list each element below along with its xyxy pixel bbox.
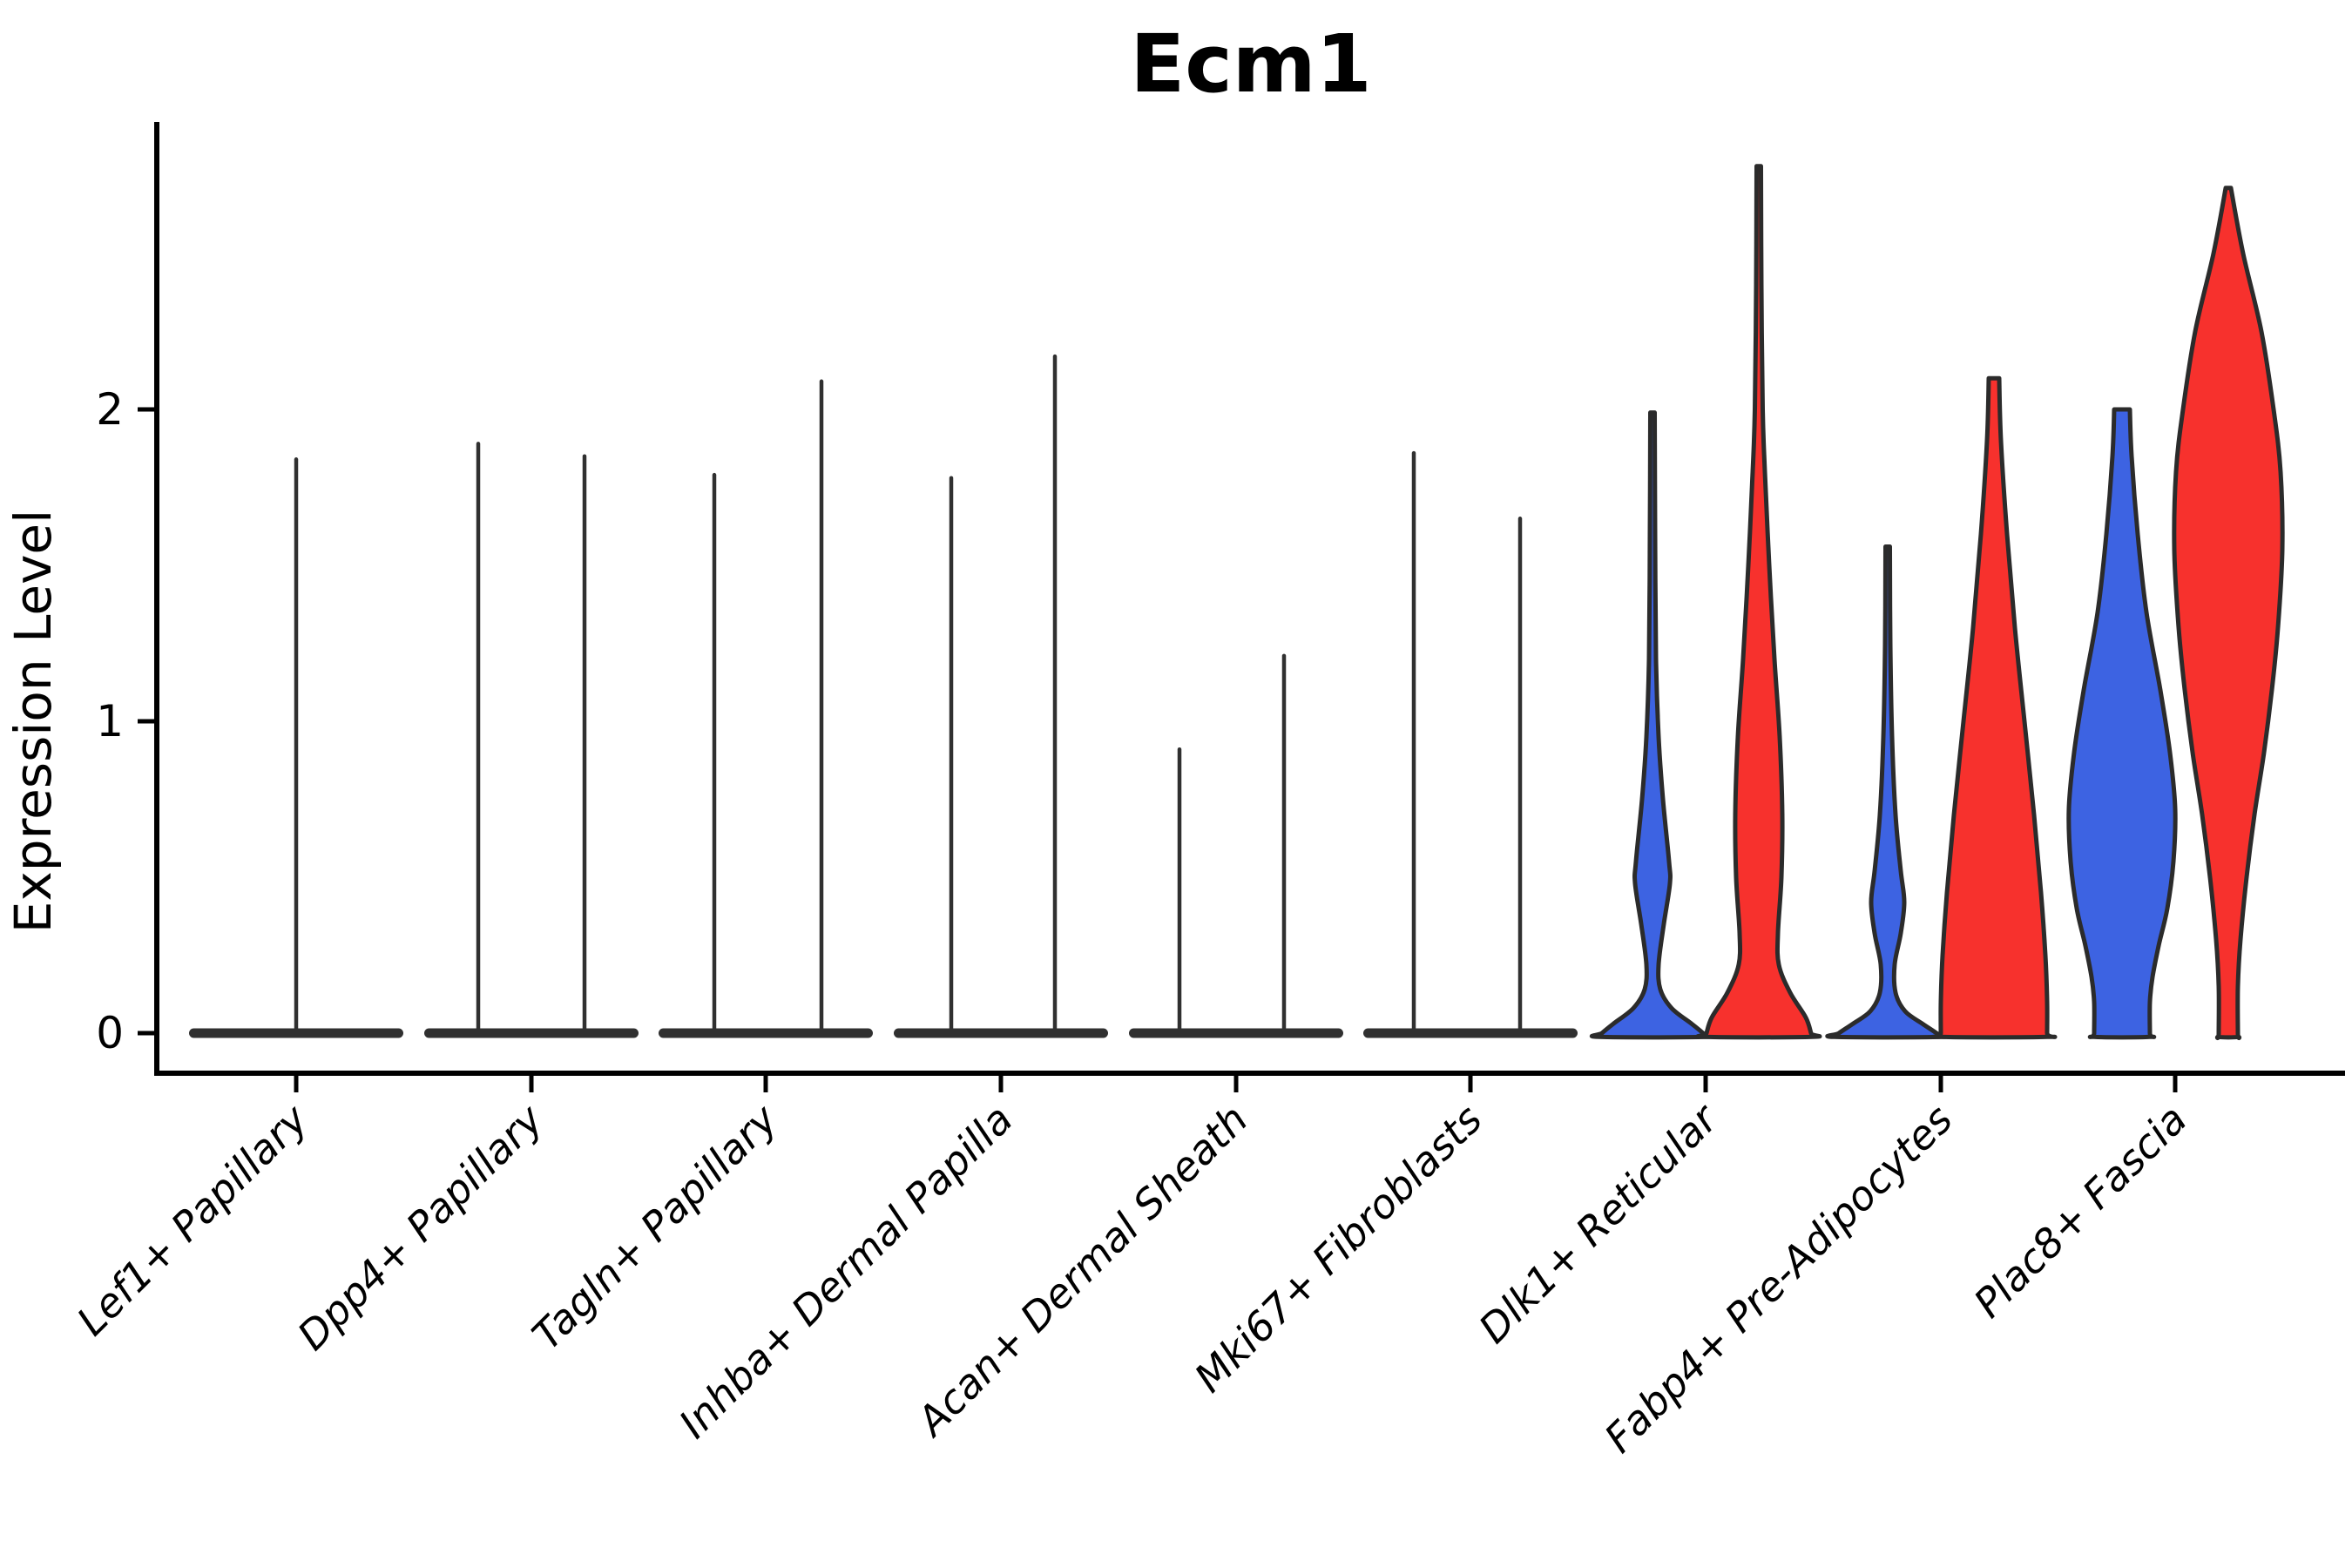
x-axis-category-label: Plac8+ Fascia <box>1964 1096 2195 1327</box>
violin-body-blue <box>1825 544 1950 1040</box>
collapsed-violin-baseline <box>189 1028 403 1038</box>
violin-body-blue <box>2066 407 2178 1040</box>
collapsed-violin-baseline <box>894 1028 1108 1038</box>
x-axis-category-label: Lef1+ Papillary <box>68 1095 317 1344</box>
violin-body-red <box>1695 164 1822 1040</box>
violin-body-red <box>1930 375 2058 1040</box>
collapsed-violin-baseline <box>1129 1028 1343 1038</box>
y-axis-title: Expression Level <box>3 510 63 933</box>
collapsed-violin-baseline <box>424 1028 639 1038</box>
x-axis-category-label: Dlk1+ Reticular <box>1470 1093 1728 1352</box>
y-tick-label-1: 1 <box>96 696 124 747</box>
x-axis-category-label: Dpp4+ Papillary <box>288 1095 552 1359</box>
chart-title: Ecm1 <box>1130 17 1371 111</box>
y-tick-label-2: 2 <box>96 384 124 435</box>
x-axis-category-label: Tagln+ Papillary <box>523 1095 787 1359</box>
y-tick-label-0: 0 <box>96 1008 124 1058</box>
collapsed-violin-baseline <box>659 1028 873 1038</box>
violin-body-blue <box>1590 410 1715 1040</box>
collapsed-violin-baseline <box>1363 1028 1578 1038</box>
violin-body-red <box>2172 186 2285 1041</box>
